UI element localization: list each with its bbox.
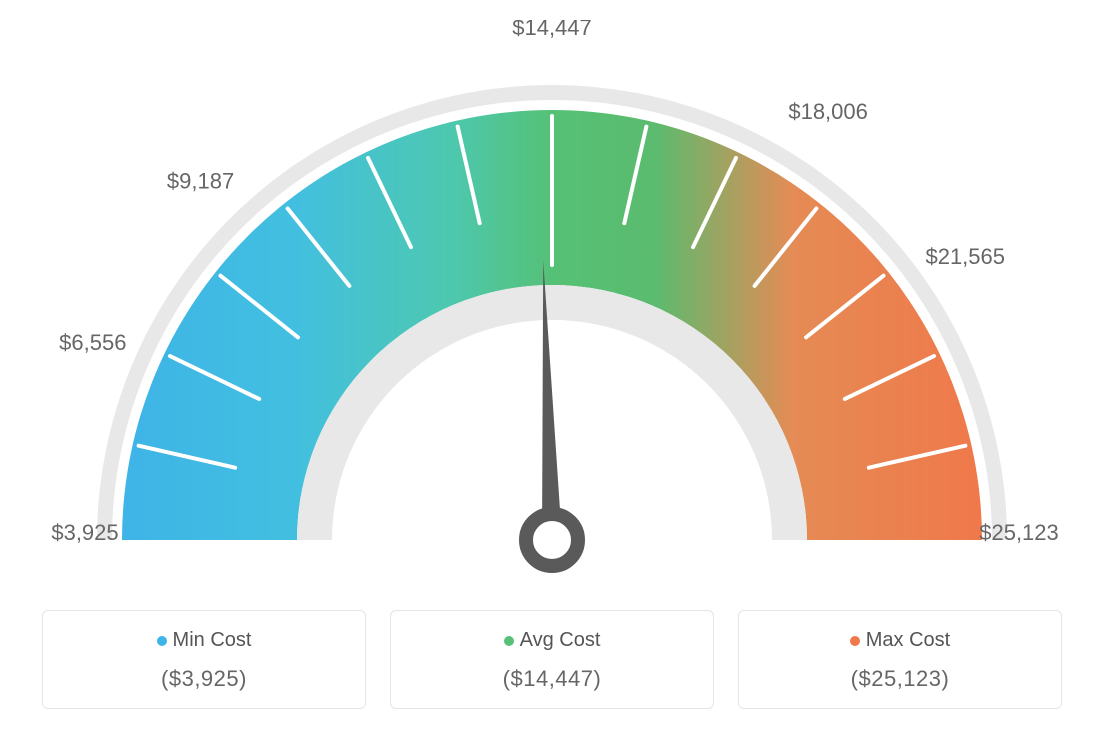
svg-text:$21,565: $21,565 [925, 244, 1005, 269]
svg-text:$18,006: $18,006 [788, 99, 868, 124]
legend-value-avg: ($14,447) [401, 666, 703, 692]
legend-row: Min Cost ($3,925) Avg Cost ($14,447) Max… [22, 610, 1082, 709]
legend-value-max: ($25,123) [749, 666, 1051, 692]
svg-text:$25,123: $25,123 [979, 520, 1059, 545]
svg-text:$6,556: $6,556 [59, 330, 126, 355]
gauge-svg: $3,925 $6,556 $9,187 $14,447 $18,006 $21,565 $… [22, 20, 1082, 580]
legend-title-max: Max Cost [749, 629, 1051, 652]
legend-dot-min [157, 636, 167, 646]
legend-label-min: Min Cost [173, 629, 252, 651]
svg-text:$3,925: $3,925 [51, 520, 118, 545]
legend-title-avg: Avg Cost [401, 629, 703, 652]
legend-label-max: Max Cost [866, 629, 950, 651]
legend-card-avg: Avg Cost ($14,447) [390, 610, 714, 709]
legend-card-min: Min Cost ($3,925) [42, 610, 366, 709]
cost-gauge-chart: $3,925 $6,556 $9,187 $14,447 $18,006 $21,565 $… [22, 20, 1082, 709]
legend-title-min: Min Cost [53, 629, 355, 652]
legend-dot-max [850, 636, 860, 646]
svg-text:$14,447: $14,447 [512, 20, 592, 40]
legend-value-min: ($3,925) [53, 666, 355, 692]
legend-card-max: Max Cost ($25,123) [738, 610, 1062, 709]
svg-text:$9,187: $9,187 [167, 169, 234, 194]
legend-dot-avg [504, 636, 514, 646]
legend-label-avg: Avg Cost [520, 629, 601, 651]
